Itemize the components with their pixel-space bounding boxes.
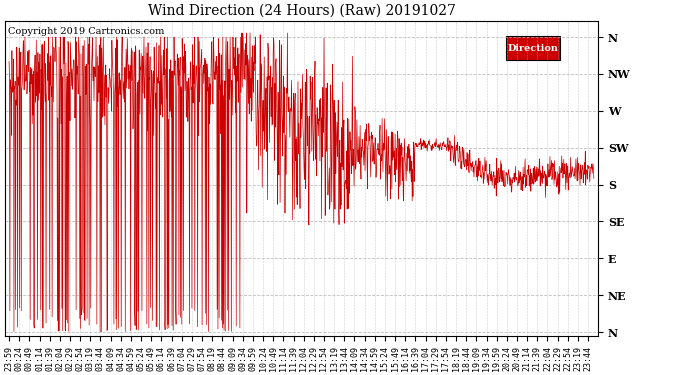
Title: Wind Direction (24 Hours) (Raw) 20191027: Wind Direction (24 Hours) (Raw) 20191027 (148, 4, 455, 18)
Text: Copyright 2019 Cartronics.com: Copyright 2019 Cartronics.com (8, 27, 164, 36)
Text: Direction: Direction (508, 44, 558, 53)
FancyBboxPatch shape (506, 36, 560, 60)
